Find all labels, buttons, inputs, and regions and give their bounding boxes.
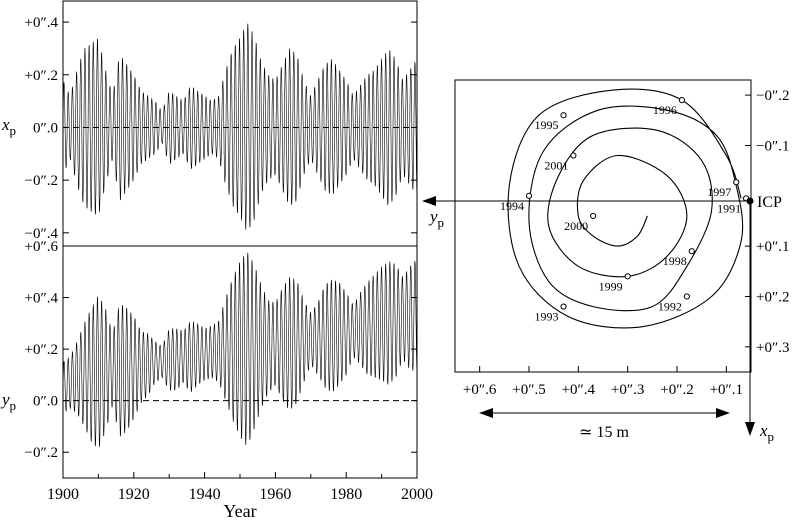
polar-x-tick-label: +0″.4: [562, 382, 596, 398]
icp-point: [746, 197, 754, 205]
year-marker: [624, 273, 631, 280]
year-marker-label: 2000: [564, 219, 588, 233]
y-tick-label: 0″.0: [33, 120, 58, 136]
year-marker: [678, 97, 686, 104]
y-tick-label: −0″.4: [25, 226, 59, 242]
polar-x-tick-label: +0″.1: [710, 382, 743, 398]
year-marker-label: 1993: [535, 310, 559, 324]
y-tick-label: +0″.2: [25, 342, 58, 358]
polar-y-tick-label: +0″.2: [756, 289, 789, 305]
xp-y-ticks: +0″.4 +0″.2 0″.0 −0″.2 −0″.4: [25, 15, 417, 242]
year-markers: 1991 1992 1993 1994 1995 1996 1997 1998 1999 2000…: [500, 97, 750, 324]
year-marker: [570, 152, 577, 159]
x-tick-label: 1900: [47, 486, 79, 503]
scale-bar-label: ≃ 15 m: [579, 424, 629, 441]
polar-y-tick-label: +0″.3: [756, 340, 789, 356]
polar-y-tick-label: +0″.1: [756, 239, 789, 255]
y-tick-label: +0″.6: [25, 239, 59, 255]
polar-path-panel: 1991 1992 1993 1994 1995 1996 1997 1998 1999 2000…: [422, 79, 789, 444]
year-marker-label: 1998: [663, 254, 687, 268]
xp-series-line: [62, 23, 418, 230]
yp-axis-arrowhead: [422, 196, 436, 206]
year-marker-label: 1999: [599, 279, 623, 293]
x-tick-label: 1980: [330, 486, 362, 503]
xp-axis-arrowhead: [745, 422, 755, 436]
year-marker: [683, 293, 690, 300]
yp-axis-label: yp: [0, 390, 16, 413]
polar-x-tick-label: +0″.6: [463, 382, 497, 398]
polar-y-tick-label: −0″.1: [756, 138, 789, 154]
year-marker: [590, 212, 597, 220]
polar-x-ticks: +0″.6 +0″.5 +0″.4 +0″.3 +0″.2 +0″.1: [463, 366, 743, 398]
y-tick-label: +0″.4: [25, 15, 59, 31]
y-tick-label: −0″.2: [25, 445, 58, 461]
yp-time-panel: +0″.6 +0″.4 +0″.2 0″.0 −0″.2 1900 1920 1940 196…: [0, 239, 433, 521]
yp-y-ticks: +0″.6 +0″.4 +0″.2 0″.0 −0″.2: [25, 239, 417, 461]
y-tick-label: −0″.2: [25, 173, 58, 189]
year-axis-title: Year: [223, 501, 256, 521]
y-tick-label: 0″.0: [33, 394, 58, 410]
year-marker: [733, 179, 740, 186]
year-marker-label: 1996: [653, 103, 677, 117]
year-marker: [560, 112, 567, 119]
icp-label: ICP: [757, 194, 782, 211]
polar-x-tick-label: +0″.3: [611, 382, 644, 398]
year-marker: [525, 192, 533, 199]
polar-y-tick-label: −0″.2: [756, 88, 789, 104]
year-marker-label: 1994: [500, 199, 524, 213]
year-marker-label: 1997: [707, 185, 731, 199]
polar-x-tick-label: +0″.2: [660, 382, 693, 398]
x-tick-label: 2000: [401, 486, 433, 503]
year-x-ticks: 1900 1920 1940 1960 1980 2000: [47, 472, 433, 503]
x-tick-label: 1960: [259, 486, 291, 503]
year-marker-label: 2001: [544, 159, 568, 173]
polar-x-tick-label: +0″.5: [512, 382, 545, 398]
polar-yp-label: yp: [428, 207, 444, 230]
polar-xp-label: xp: [759, 421, 774, 444]
year-marker-label: 1992: [658, 299, 682, 313]
polar-plot-frame: [454, 79, 752, 373]
x-tick-label: 1920: [118, 486, 150, 503]
polar-y-ticks: −0″.2 −0″.1 +0″.1 +0″.2 +0″.3: [745, 88, 789, 356]
y-tick-label: +0″.4: [25, 291, 59, 307]
xp-time-panel: +0″.4 +0″.2 0″.0 −0″.2 −0″.4 xp: [1, 0, 418, 247]
xp-axis-label: xp: [1, 115, 16, 138]
yp-series-line: [62, 252, 418, 447]
year-marker-label: 1991: [717, 201, 741, 215]
polar-motion-path: [507, 88, 744, 329]
year-marker-label: 1995: [535, 118, 559, 132]
scale-bar-left-arrowhead: [479, 408, 493, 418]
scale-bar-right-arrowhead: [716, 408, 730, 418]
x-tick-label: 1940: [189, 486, 221, 503]
year-marker: [560, 303, 567, 310]
year-marker: [688, 248, 695, 255]
y-tick-label: +0″.2: [25, 68, 58, 84]
